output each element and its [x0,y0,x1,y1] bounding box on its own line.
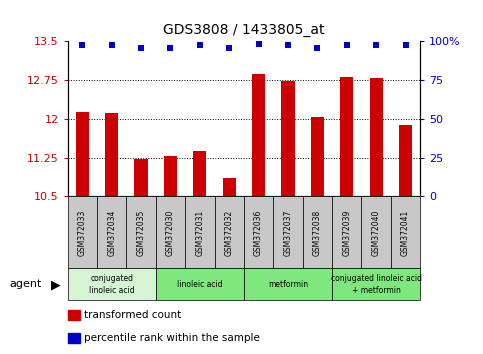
Text: GSM372036: GSM372036 [254,209,263,256]
Text: transformed count: transformed count [85,310,182,320]
Bar [223,178,236,196]
Text: agent: agent [10,279,42,290]
Bar [105,113,118,196]
Bar [399,125,412,196]
Bar [76,112,89,196]
Text: GSM372031: GSM372031 [195,209,204,256]
Bar [164,156,177,196]
Text: conjugated
linoleic acid: conjugated linoleic acid [89,274,134,295]
Bar [252,74,265,196]
Text: percentile rank within the sample: percentile rank within the sample [85,333,260,343]
Text: GSM372034: GSM372034 [107,209,116,256]
Text: GSM372041: GSM372041 [401,209,410,256]
Text: conjugated linoleic acid
+ metformin: conjugated linoleic acid + metformin [331,274,422,295]
Text: linoleic acid: linoleic acid [177,280,223,289]
Text: metformin: metformin [268,280,308,289]
Bar [134,159,148,196]
Text: GSM372037: GSM372037 [284,209,293,256]
Text: ▶: ▶ [51,278,60,291]
Bar [369,78,383,196]
Text: GSM372039: GSM372039 [342,209,351,256]
Text: GSM372038: GSM372038 [313,209,322,256]
Text: GSM372035: GSM372035 [137,209,145,256]
Text: GSM372032: GSM372032 [225,209,234,256]
Bar [193,151,206,196]
Text: GSM372030: GSM372030 [166,209,175,256]
Text: GSM372033: GSM372033 [78,209,87,256]
Title: GDS3808 / 1433805_at: GDS3808 / 1433805_at [163,23,325,37]
Bar [311,116,324,196]
Bar [282,81,295,196]
Text: GSM372040: GSM372040 [371,209,381,256]
Bar [340,77,354,196]
